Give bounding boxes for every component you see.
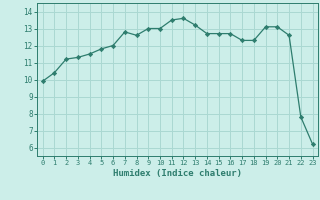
X-axis label: Humidex (Indice chaleur): Humidex (Indice chaleur) xyxy=(113,169,242,178)
